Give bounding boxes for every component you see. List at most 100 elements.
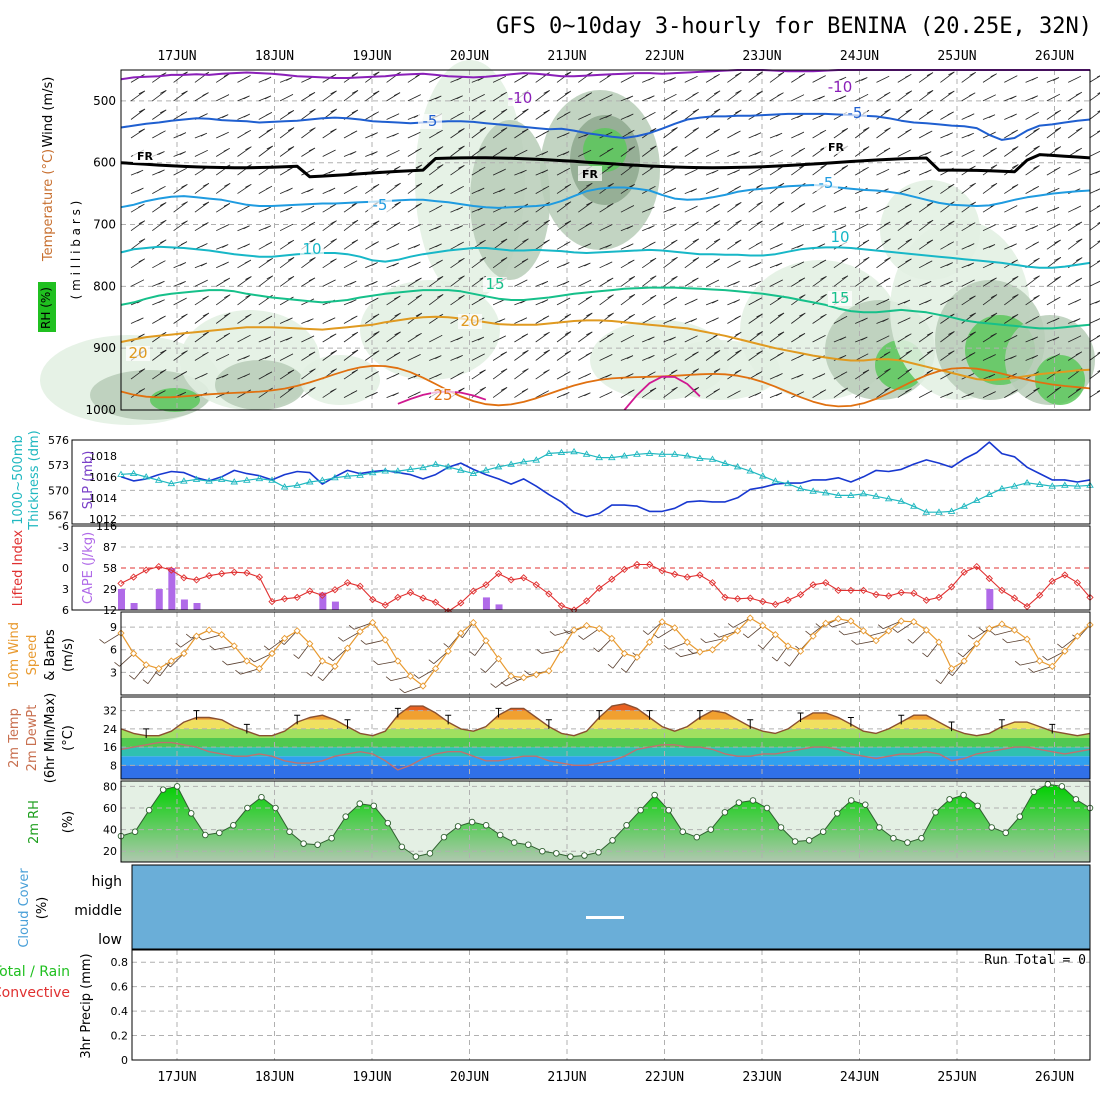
minmax-whisker bbox=[545, 719, 552, 729]
temp-band bbox=[121, 728, 1090, 738]
temp-band bbox=[121, 710, 1090, 720]
wind-barb bbox=[1004, 243, 1017, 250]
wind-barb bbox=[1025, 355, 1038, 361]
rh-marker bbox=[356, 800, 363, 807]
wind-barb bbox=[812, 259, 827, 269]
wind-barb bbox=[492, 238, 508, 250]
thickness-marker bbox=[733, 463, 742, 470]
wind-barb bbox=[684, 318, 697, 324]
wind-speed-marker bbox=[1061, 647, 1069, 655]
wind-barb bbox=[748, 281, 761, 287]
wind-barb bbox=[152, 219, 167, 232]
wind-speed-marker bbox=[293, 627, 301, 635]
wind-barb bbox=[258, 145, 274, 157]
wind-barb bbox=[263, 638, 285, 651]
panel-frame bbox=[71, 439, 1091, 525]
wind-barb bbox=[386, 352, 401, 361]
wind-barb bbox=[940, 392, 953, 398]
rh-marker bbox=[496, 831, 504, 839]
rh-marker bbox=[300, 840, 307, 847]
wind-barb bbox=[663, 77, 676, 83]
contour-label: FR bbox=[828, 141, 845, 154]
bottom-date-label: 25JUN bbox=[937, 1070, 976, 1085]
rh-marker bbox=[173, 783, 181, 790]
wind-barb bbox=[833, 315, 848, 324]
wind-barb bbox=[961, 352, 976, 361]
wind-barb bbox=[279, 77, 293, 83]
wind-barb bbox=[535, 299, 549, 306]
thickness-axis-title-1: 1000~500mb bbox=[11, 435, 26, 525]
rh-tick-label: 80 bbox=[103, 780, 117, 793]
wind-barb bbox=[215, 277, 231, 287]
wind-barb bbox=[152, 260, 166, 269]
wind-barb bbox=[918, 281, 932, 287]
thickness-marker bbox=[557, 448, 566, 456]
pressure-tick-label: 600 bbox=[93, 156, 116, 170]
wind-barb bbox=[514, 108, 529, 120]
wind-barb bbox=[386, 295, 401, 306]
wind-barb bbox=[620, 389, 635, 398]
wind-barb bbox=[1067, 91, 1083, 102]
wind-barb bbox=[791, 333, 806, 343]
wind-barb bbox=[982, 333, 997, 343]
contour-label: 20 bbox=[460, 312, 479, 330]
wind-barb bbox=[429, 205, 443, 213]
minmax-whisker bbox=[394, 707, 401, 718]
wind-barb bbox=[833, 165, 849, 176]
wind-barb bbox=[152, 349, 167, 361]
wind-barb bbox=[173, 151, 186, 157]
rh-shading bbox=[583, 128, 627, 172]
wind-barb bbox=[130, 279, 145, 287]
wind-barb bbox=[748, 151, 761, 157]
contour-label-bg bbox=[828, 291, 852, 306]
wind-barb bbox=[918, 72, 934, 83]
cloud-cover-panel: high middle low bbox=[74, 864, 1091, 950]
minmax-whisker bbox=[344, 719, 351, 729]
wind-barb bbox=[705, 128, 721, 139]
wind-barb bbox=[1046, 93, 1061, 102]
wind-barb bbox=[1046, 386, 1062, 398]
wind-barb bbox=[130, 90, 146, 102]
wind-barb bbox=[322, 108, 337, 120]
wind-barb bbox=[578, 295, 593, 306]
wind-barb bbox=[173, 90, 188, 102]
wind-speed-marker bbox=[696, 648, 704, 656]
wind-barb bbox=[152, 390, 166, 398]
wind-barb bbox=[173, 262, 187, 269]
cape-tick-label: 58 bbox=[103, 562, 117, 575]
wind-barb bbox=[940, 151, 953, 157]
wind-barb bbox=[684, 75, 698, 83]
wind-barb bbox=[1025, 257, 1040, 269]
thickness-marker bbox=[897, 497, 906, 504]
lifted-index-marker bbox=[595, 584, 603, 592]
thickness-marker bbox=[910, 502, 918, 509]
wind-barb bbox=[279, 336, 293, 343]
wind-barb bbox=[386, 182, 401, 194]
wind-barb bbox=[935, 668, 952, 685]
wind-barb bbox=[897, 220, 913, 232]
wind-barb bbox=[209, 645, 235, 651]
contour-label: FR bbox=[137, 150, 154, 163]
wind-barb bbox=[343, 219, 359, 232]
wind-barb bbox=[237, 259, 252, 269]
rh-marker bbox=[595, 849, 602, 856]
minmax-whisker bbox=[1049, 723, 1056, 734]
wind-barb bbox=[399, 685, 424, 694]
wind-barb bbox=[642, 225, 655, 232]
wind-barb bbox=[365, 281, 378, 287]
wind-barb bbox=[492, 188, 506, 194]
rh-marker bbox=[960, 791, 967, 799]
rh-marker bbox=[539, 847, 546, 855]
thickness-marker bbox=[280, 483, 289, 490]
wind-barb bbox=[1002, 638, 1028, 644]
rh-marker bbox=[890, 834, 897, 842]
wind-barb bbox=[1089, 280, 1100, 287]
wind-barb bbox=[1004, 146, 1019, 157]
wind-barb bbox=[663, 223, 677, 232]
wind-barb bbox=[769, 373, 783, 380]
wind-barb bbox=[961, 262, 974, 269]
wind-barb bbox=[713, 630, 738, 638]
wind-speed-marker bbox=[218, 630, 226, 639]
wind-barb bbox=[429, 355, 442, 361]
temperature-contour-line bbox=[120, 245, 1091, 269]
